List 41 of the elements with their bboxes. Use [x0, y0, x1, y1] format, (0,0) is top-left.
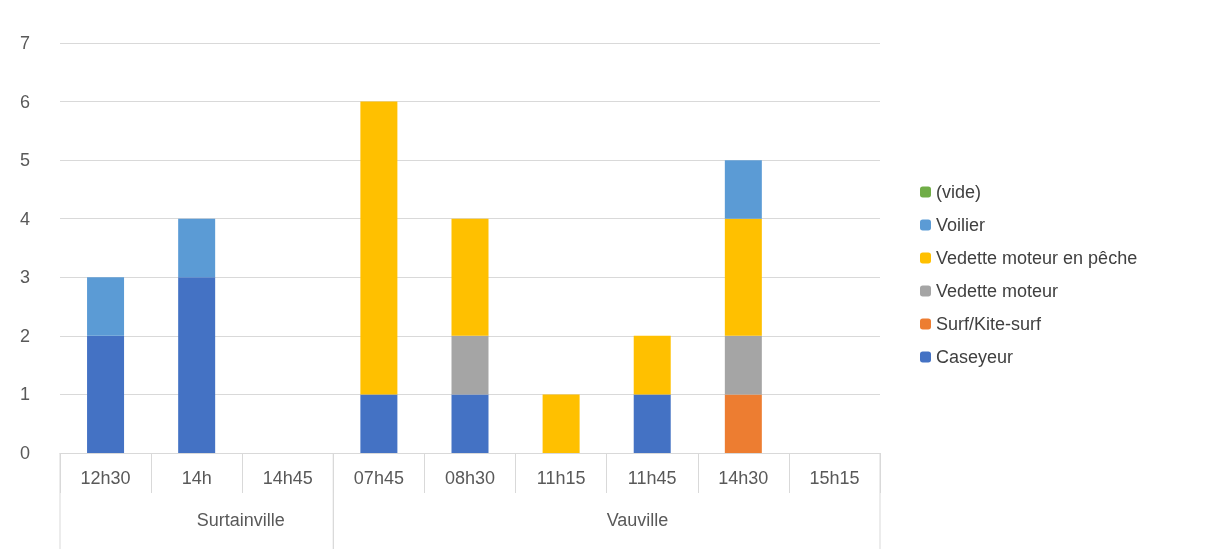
x-tick-label: 14h30 [718, 468, 769, 488]
bar [451, 335, 489, 395]
x-tick-label: 11h45 [627, 468, 677, 488]
bar [451, 394, 489, 453]
bar [542, 394, 580, 453]
bar [633, 335, 671, 395]
bar [178, 218, 216, 278]
x-tick-label: 12h30 [80, 468, 131, 488]
y-tick-label: 0 [19, 443, 30, 463]
x-tick-label: 08h30 [444, 468, 496, 488]
legend-label: (vide) [936, 182, 982, 202]
x-tick-label: 14h45 [262, 468, 313, 488]
legend-label: Vedette moteur en pêche [936, 248, 1138, 268]
bar [724, 394, 762, 453]
y-tick-label: 2 [19, 325, 30, 346]
legend-label: Vedette moteur [936, 281, 1059, 301]
y-tick-label: 4 [19, 208, 30, 229]
y-tick-label: 7 [19, 33, 30, 53]
bar [360, 394, 398, 453]
text: Surtainville [196, 510, 285, 530]
legend-label: Surf/Kite-surf [936, 314, 1043, 334]
bar [178, 277, 216, 453]
bar [451, 218, 489, 336]
y-tick-label: 5 [19, 150, 30, 171]
y-tick-label: 1 [19, 384, 30, 405]
x-tick-label: 14h [181, 468, 212, 488]
y-tick-label: 6 [19, 91, 30, 112]
bar [633, 394, 671, 453]
bar [724, 160, 762, 219]
legend-label: Caseyeur [936, 347, 1014, 367]
text: Vauville [606, 510, 669, 530]
legend-label: Voilier [936, 215, 986, 235]
y-tick-label: 3 [19, 267, 30, 288]
bar [724, 218, 762, 336]
x-tick-label: 11h15 [536, 468, 586, 488]
x-tick-label: 15h15 [809, 468, 860, 488]
x-tick-label: 07h45 [353, 468, 404, 488]
bar [724, 335, 762, 395]
bar [87, 277, 125, 336]
bar [87, 335, 125, 453]
bar [360, 101, 398, 395]
